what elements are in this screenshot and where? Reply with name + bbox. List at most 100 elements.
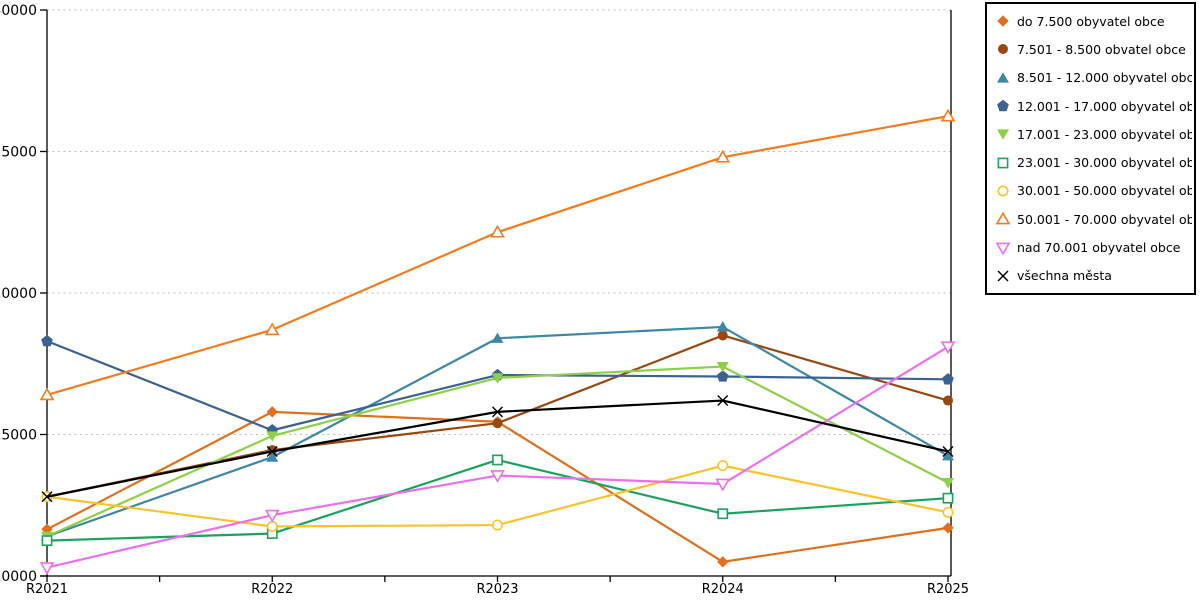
legend-item: 7.501 - 8.500 obvatel obce [995,41,1192,57]
circle-hollow-marker [942,506,954,518]
pentagon-filled-marker [41,334,53,347]
diamond-filled-marker [997,15,1009,27]
circle-filled-marker [492,418,503,429]
triangle-down-filled-icon [997,129,1009,141]
square-hollow-marker [942,492,954,504]
legend-item: všechna města [995,268,1192,284]
triangle-down-hollow-marker [39,562,55,575]
triangle-down-hollow-icon [995,242,1011,255]
triangle-up-filled-icon [997,71,1009,83]
series-markers-4 [41,361,954,543]
pentagon-filled-marker [997,99,1009,112]
triangle-up-filled-marker [266,451,279,462]
series-markers-9 [41,395,954,503]
y-axis-tick-label: 15000 [0,428,37,444]
legend-item-label: 30.001 - 50.000 obyvatel obc... [1017,183,1192,199]
triangle-down-filled-marker [716,361,729,373]
triangle-up-hollow-marker [995,211,1011,225]
x-axis-tick-label: R2024 [702,582,744,597]
square-hollow-marker [492,454,503,466]
x-cross-marker [266,445,278,457]
triangle-up-hollow-marker [490,224,505,238]
x-axis-tick-label: R2021 [26,582,68,597]
circle-filled-icon [998,44,1008,55]
series-line-2 [45,325,950,538]
legend-item-label: 7.501 - 8.500 obvatel obce [1017,41,1186,57]
triangle-down-hollow-marker [715,478,731,492]
legend-box: do 7.500 obyvatel obce 7.501 - 8.500 obva… [985,2,1196,295]
legend-item: 17.001 - 23.000 obyvatel obc... [995,126,1192,142]
diamond-filled-marker [41,523,53,536]
circle-filled-marker [943,395,953,406]
x-axis-tick-label: R2025 [927,582,969,597]
series-markers-7 [39,108,956,401]
x-axis-tick-label: R2023 [476,582,518,597]
diamond-filled-marker [266,406,278,418]
x-axis-tick-label: R2022 [251,582,293,597]
legend-item-label: nad 70.001 obyvatel obce [1017,240,1181,256]
legend-item: 30.001 - 50.000 obyvatel obc... [995,183,1192,199]
legend-item-label: všechna města [1017,268,1112,284]
triangle-down-filled-marker [491,373,504,384]
triangle-up-hollow-icon [995,211,1011,225]
y-axis-tick-label: 25000 [0,145,37,161]
x-cross-marker [997,270,1009,282]
triangle-down-filled-marker [942,478,954,489]
circle-hollow-icon [997,185,1009,197]
triangle-up-filled-marker [491,332,504,343]
legend-item-label: 17.001 - 23.000 obyvatel obc... [1017,126,1192,142]
square-hollow-marker [997,157,1009,169]
triangle-down-filled-marker [997,129,1009,141]
diamond-filled-icon [997,15,1009,27]
circle-hollow-marker [717,460,729,472]
triangle-up-hollow-marker [715,149,731,163]
series-markers-0 [41,406,954,568]
pentagon-filled-marker [942,373,954,385]
circle-filled-marker [998,44,1008,55]
circle-filled-marker [717,330,728,341]
y-axis-tick-label: 10000 [0,569,37,585]
x-cross-icon [997,270,1009,282]
circle-hollow-marker [266,520,278,532]
y-axis-tick-label: 20000 [0,286,37,302]
x-cross-marker [717,395,729,407]
square-hollow-marker [717,508,729,520]
diamond-filled-marker [942,522,954,534]
x-cross-marker [492,406,503,418]
triangle-up-filled-marker [997,71,1009,83]
legend-item: 50.001 - 70.000 obyvatel obc... [995,211,1192,227]
circle-hollow-marker [491,519,503,531]
series-markers-5 [41,454,954,547]
square-hollow-icon [997,157,1009,169]
diamond-filled-marker [717,556,729,568]
legend-item: 12.001 - 17.000 obyvatel obc... [995,98,1192,114]
triangle-up-filled-marker [942,449,954,461]
legend-item-label: 50.001 - 70.000 obyvatel obc... [1017,211,1192,227]
legend-item-label: 8.501 - 12.000 obyvatel obce [1017,70,1192,86]
series-line-7 [45,115,950,396]
pentagon-filled-marker [716,370,729,382]
legend-item: do 7.500 obyvatel obce [995,13,1192,29]
legend-item-label: do 7.500 obyvatel obce [1017,13,1165,29]
triangle-up-hollow-marker [940,108,956,122]
x-cross-marker [942,445,954,457]
triangle-down-hollow-marker [940,341,956,355]
triangle-down-hollow-marker [490,470,505,483]
legend-item-label: 12.001 - 17.000 obyvatel obc... [1017,98,1192,114]
circle-hollow-marker [997,185,1009,197]
triangle-up-filled-marker [716,321,729,332]
triangle-down-filled-marker [266,431,279,442]
series-markers-8 [39,341,956,575]
square-hollow-marker [41,535,53,547]
triangle-up-hollow-marker [39,387,55,401]
x-cross-marker [41,491,53,503]
series-line-4 [45,365,950,538]
legend-item: 8.501 - 12.000 obyvatel obce [995,70,1192,86]
legend-item-label: 23.001 - 30.000 obyvatel obc... [1017,155,1192,171]
legend-item: 23.001 - 30.000 obyvatel obc... [995,155,1192,171]
triangle-down-hollow-marker [995,242,1011,255]
triangle-up-hollow-marker [264,322,280,336]
y-axis-tick-label: 30000 [0,3,37,19]
pentagon-filled-icon [997,99,1009,112]
